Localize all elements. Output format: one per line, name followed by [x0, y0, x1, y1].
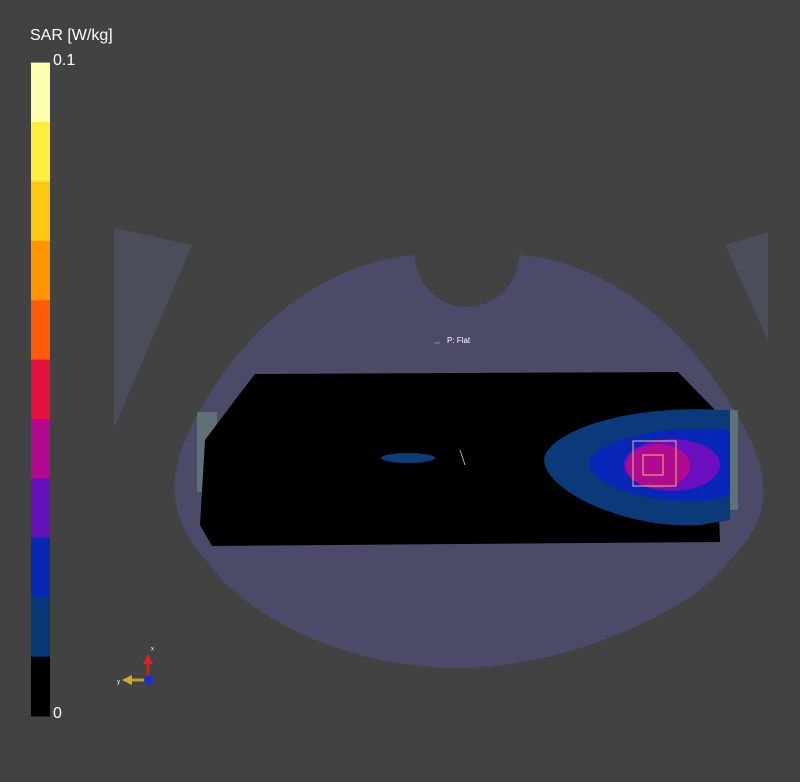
colorbar-band — [31, 537, 50, 598]
peak-cube — [642, 454, 664, 476]
colorbar-title: SAR [W/kg] — [30, 27, 113, 44]
colorbar-band — [31, 419, 50, 479]
colorbar-band — [31, 300, 50, 361]
colorbar — [31, 62, 50, 717]
phantom-label: P: Flat — [447, 336, 471, 345]
side-panel — [114, 228, 192, 428]
colorbar-band — [31, 62, 50, 123]
axis-z — [144, 675, 154, 685]
colorbar-band — [31, 478, 50, 539]
sar-contour — [626, 444, 690, 488]
colorbar-band — [31, 122, 50, 182]
axis-x-label: x — [151, 647, 154, 653]
axis-x-head — [143, 654, 153, 664]
colorbar-max: 0.1 — [53, 52, 75, 69]
colorbar-band — [31, 656, 50, 717]
colorbar-band — [31, 240, 50, 301]
colorbar-band — [31, 181, 50, 242]
sar-contour — [381, 453, 435, 463]
colorbar-min: 0 — [53, 705, 62, 722]
probe-marker — [459, 449, 466, 466]
axis-y-label: y — [117, 680, 120, 686]
side-panel — [725, 232, 768, 340]
colorbar-band — [31, 597, 50, 658]
axis-y-head — [122, 675, 132, 685]
colorbar-band — [31, 359, 50, 420]
peak-box — [632, 440, 677, 487]
